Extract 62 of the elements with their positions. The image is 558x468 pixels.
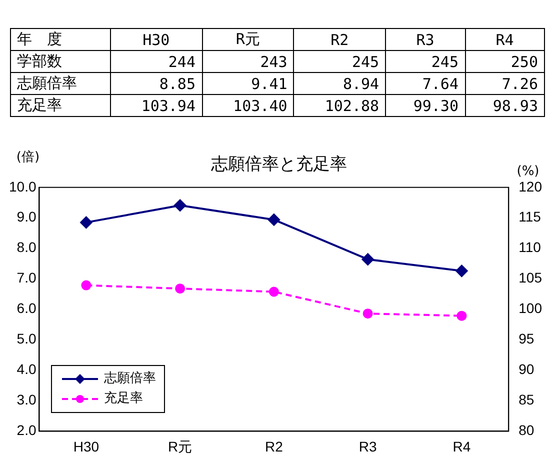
y-tick-label: 6.0 bbox=[16, 300, 36, 316]
data-label: 8.85 bbox=[110, 72, 202, 94]
y-tick-label: 7.0 bbox=[16, 270, 36, 286]
category-label: R4 bbox=[465, 28, 544, 50]
x-tick-label: R4 bbox=[452, 438, 471, 454]
data-label: 103.40 bbox=[202, 94, 294, 116]
data-label: 243 bbox=[202, 50, 294, 72]
y2-tick-label: 85 bbox=[518, 392, 534, 408]
y2-tick-label: 120 bbox=[518, 178, 542, 194]
data-label: 7.26 bbox=[465, 72, 544, 94]
y2-tick-label: 80 bbox=[518, 422, 534, 438]
category-label: R元 bbox=[202, 28, 294, 50]
point bbox=[456, 264, 468, 277]
point bbox=[362, 308, 373, 319]
point bbox=[362, 253, 374, 266]
text: 学部数 bbox=[10, 50, 110, 72]
text: 年 度 bbox=[10, 28, 110, 50]
point bbox=[175, 284, 186, 294]
chart-title: 志願倍率と充足率 bbox=[211, 154, 347, 175]
point bbox=[268, 214, 280, 226]
x-tick-label: H30 bbox=[73, 438, 100, 454]
category-label: R3 bbox=[386, 28, 465, 50]
y-tick-label: 4.0 bbox=[16, 361, 36, 378]
data-label: 250 bbox=[465, 50, 544, 72]
y-tick-label: 3.0 bbox=[16, 392, 36, 408]
y2-tick-label: 110 bbox=[518, 239, 542, 256]
legend-label: 充足率 bbox=[104, 390, 144, 408]
y-tick-label: 8.0 bbox=[16, 239, 36, 256]
y2-tick-label: 90 bbox=[518, 361, 534, 378]
y-tick-label: 5.0 bbox=[16, 330, 36, 347]
point bbox=[456, 310, 467, 321]
text: 志願倍率 bbox=[10, 72, 110, 94]
x-tick-label: R2 bbox=[264, 438, 284, 454]
y-tick-label: 10.0 bbox=[9, 178, 36, 194]
point bbox=[80, 216, 92, 228]
y2-tick-label: 95 bbox=[518, 330, 534, 347]
y2-tick-label: 105 bbox=[518, 270, 542, 286]
point bbox=[174, 199, 186, 212]
data-label: 9.41 bbox=[202, 72, 294, 94]
x-tick-label: R元 bbox=[168, 438, 192, 454]
x-tick-label: R3 bbox=[358, 438, 377, 454]
data-label: 99.30 bbox=[386, 94, 465, 116]
y2-tick-label: 115 bbox=[518, 208, 542, 225]
y2-tick-label: 100 bbox=[518, 300, 542, 316]
data-label: 103.94 bbox=[110, 94, 202, 116]
data-label: 244 bbox=[110, 50, 202, 72]
data-label: 245 bbox=[294, 50, 386, 72]
legend-label: 志願倍率 bbox=[104, 370, 156, 388]
data-label: 7.64 bbox=[386, 72, 465, 94]
data-label: 102.88 bbox=[294, 94, 386, 116]
point bbox=[81, 280, 92, 290]
y-axis-title: (倍) bbox=[16, 150, 40, 165]
data-label: 98.93 bbox=[465, 94, 544, 116]
y-tick-label: 2.0 bbox=[16, 422, 36, 438]
category-label: R2 bbox=[294, 28, 386, 50]
data-label: 8.94 bbox=[294, 72, 386, 94]
y2-axis-title: (%) bbox=[516, 164, 540, 179]
text: 充足率 bbox=[10, 94, 110, 116]
data-label: 245 bbox=[386, 50, 465, 72]
point bbox=[268, 286, 279, 297]
y-tick-label: 9.0 bbox=[16, 208, 36, 225]
category-label: H30 bbox=[110, 28, 202, 50]
